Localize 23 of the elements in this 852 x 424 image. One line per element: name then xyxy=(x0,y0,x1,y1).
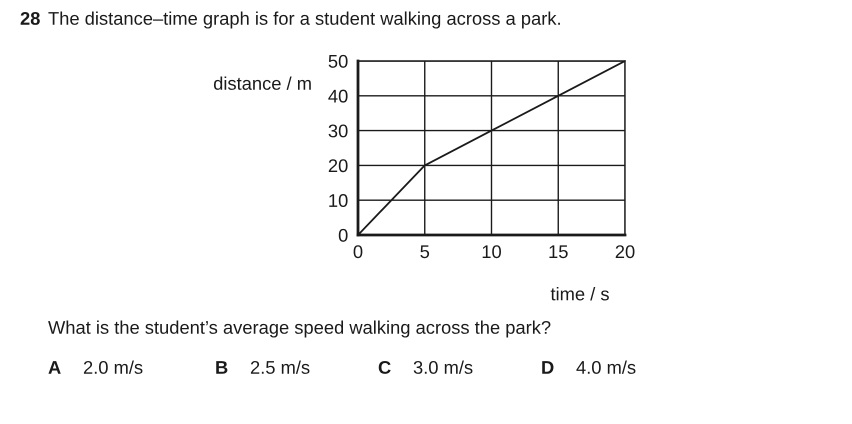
text: D xyxy=(542,361,554,374)
text: B xyxy=(216,361,228,374)
text: 4.0 m/s xyxy=(576,360,636,374)
y-tick-label: 10 xyxy=(329,194,348,208)
chart-title: 28 The distance–time graph is for a student walking across a park. xyxy=(20,11,560,29)
x-tick-label: 5 xyxy=(420,245,430,258)
text: What is the student’s average speed walking across the park? xyxy=(48,320,550,338)
y-axis-title: distance / m xyxy=(214,76,311,90)
x-tick-label: 20 xyxy=(616,245,634,258)
x-tick-label: 10 xyxy=(482,245,501,258)
x-axis-title: time / s xyxy=(550,287,609,300)
text: 2.0 m/s xyxy=(84,360,142,374)
text: 2.5 m/s xyxy=(250,360,310,374)
text: 3.0 m/s xyxy=(414,360,472,374)
x-tick-label: 0 xyxy=(354,245,362,258)
text: A xyxy=(48,361,61,374)
y-tick-label: 40 xyxy=(328,90,348,103)
y-tick-label: 0 xyxy=(338,228,348,242)
y-tick-label: 30 xyxy=(328,124,348,138)
text: C xyxy=(378,360,391,374)
y-tick-label: 50 xyxy=(328,54,348,68)
y-tick-label: 20 xyxy=(328,159,348,172)
x-tick-label: 15 xyxy=(549,245,568,258)
